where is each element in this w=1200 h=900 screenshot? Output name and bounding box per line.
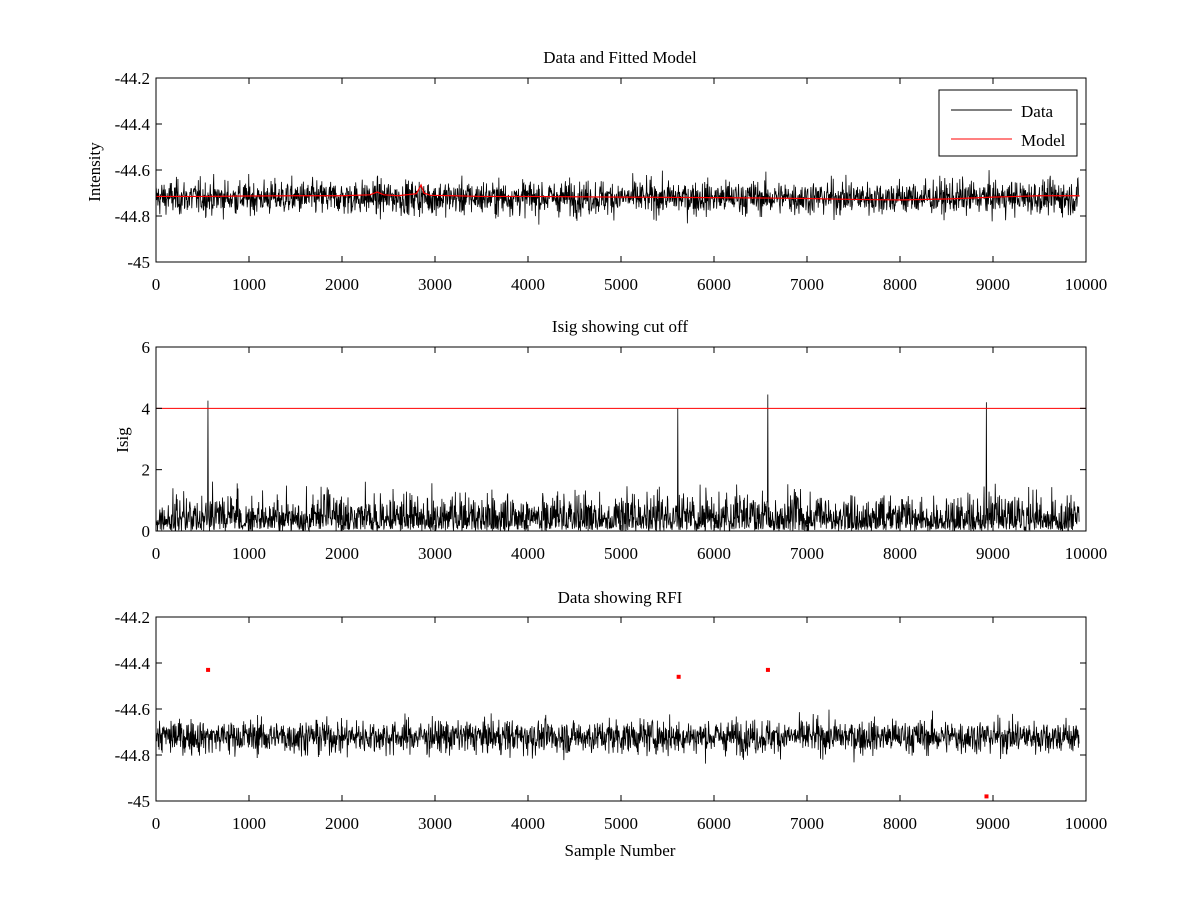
series-model-line: [156, 183, 1080, 201]
panel-data-and-fitted-model: Data and Fitted Model Intensity 0 1000 200…: [85, 48, 1107, 294]
x-tick-label: 6000: [697, 814, 731, 833]
rfi-point-4: [984, 794, 989, 799]
panel-2-ylabel: Isig: [113, 427, 132, 453]
x-tick-label: 8000: [883, 275, 917, 294]
x-tick-label: 5000: [604, 275, 638, 294]
x-tick-label: 3000: [418, 814, 452, 833]
y-tick-label: -44.6: [115, 700, 150, 719]
y-tick-label: -45: [127, 253, 150, 272]
y-tick-label: -44.4: [115, 654, 151, 673]
rfi-point-3: [765, 667, 770, 672]
x-tick-label: 1000: [232, 814, 266, 833]
x-tick-label: 9000: [976, 814, 1010, 833]
x-tick-label: 8000: [883, 544, 917, 563]
x-tick-label: 0: [152, 275, 161, 294]
y-tick-label: -45: [127, 792, 150, 811]
x-tick-label: 0: [152, 814, 161, 833]
x-tick-label: 4000: [511, 814, 545, 833]
x-tick-label: 9000: [976, 544, 1010, 563]
x-tick-label: 6000: [697, 275, 731, 294]
y-tick-label: -44.6: [115, 161, 150, 180]
panel-1-plot-area: [155, 170, 1080, 225]
legend-label-model: Model: [1021, 131, 1066, 150]
x-tick-label: 10000: [1065, 544, 1108, 563]
panel-3-plot-area: [155, 667, 1080, 799]
x-tick-label: 3000: [418, 544, 452, 563]
x-tick-label: 10000: [1065, 814, 1108, 833]
legend-box: [938, 89, 1078, 157]
x-tick-label: 7000: [790, 544, 824, 563]
x-tick-label: 7000: [790, 814, 824, 833]
x-tick-label: 4000: [511, 275, 545, 294]
x-tick-label: 2000: [325, 544, 359, 563]
y-tick-label: 4: [142, 399, 151, 418]
x-tick-label: 4000: [511, 544, 545, 563]
x-tick-label: 1000: [232, 275, 266, 294]
x-tick-label: 5000: [604, 814, 638, 833]
panel-data-showing-rfi: Data showing RFI Sample Number 0 1000 2000…: [115, 588, 1108, 860]
panel-1-ylabel: Intensity: [85, 142, 104, 202]
x-tick-label: 2000: [325, 814, 359, 833]
x-tick-label: 5000: [604, 544, 638, 563]
x-tick-label: 3000: [418, 275, 452, 294]
x-tick-label: 2000: [325, 275, 359, 294]
x-tick-label: 0: [152, 544, 161, 563]
y-tick-label: -44.4: [115, 115, 151, 134]
x-tick-label: 9000: [976, 275, 1010, 294]
y-tick-label: -44.8: [115, 746, 150, 765]
panel-3-xlabel: Sample Number: [565, 841, 676, 860]
x-tick-label: 10000: [1065, 275, 1108, 294]
y-tick-label: -44.2: [115, 69, 150, 88]
panel-3-title: Data showing RFI: [558, 588, 683, 607]
y-tick-label: -44.8: [115, 207, 150, 226]
x-tick-label: 1000: [232, 544, 266, 563]
rfi-point-2: [676, 674, 681, 679]
series-isig-line: [155, 394, 1080, 533]
y-tick-label: 2: [142, 461, 151, 480]
x-tick-label: 6000: [697, 544, 731, 563]
y-tick-label: 6: [142, 338, 151, 357]
y-tick-label: 0: [142, 522, 151, 541]
rfi-point-1: [206, 667, 211, 672]
x-tick-label: 7000: [790, 275, 824, 294]
series-data-line: [155, 709, 1080, 764]
y-tick-label: -44.2: [115, 608, 150, 627]
legend-label-data: Data: [1021, 102, 1054, 121]
x-tick-label: 8000: [883, 814, 917, 833]
panel-isig-showing-cut-off: Isig showing cut off Isig 0 1000 2000 3000 4…: [113, 317, 1107, 563]
panel-1-title: Data and Fitted Model: [543, 48, 697, 67]
panel-2-plot-area: [155, 394, 1086, 533]
series-data-line: [155, 170, 1080, 225]
panel-2-title: Isig showing cut off: [552, 317, 688, 336]
legend: Data Model: [938, 89, 1078, 157]
